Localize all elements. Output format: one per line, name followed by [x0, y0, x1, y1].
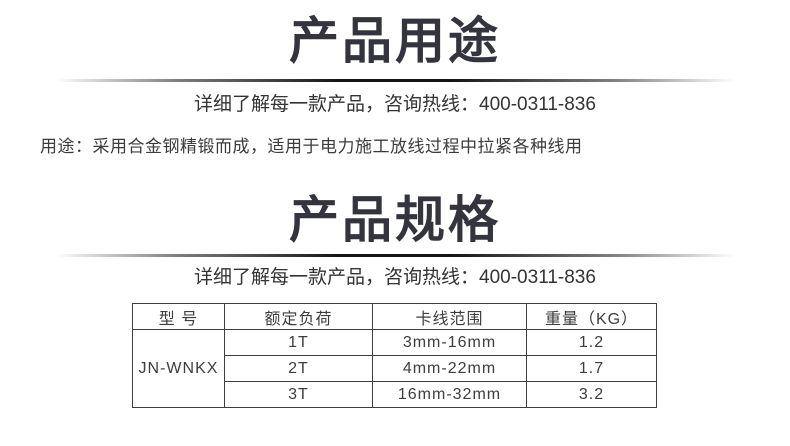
hotline-text: 详细了解每一款产品，咨询热线：400-0311-836 — [194, 94, 596, 115]
col-header-weight: 重量（KG） — [526, 303, 657, 330]
weight-cell: 1.2 — [526, 329, 657, 356]
load-cell: 1T — [224, 329, 373, 356]
table-row: JN-WNKX 1T 3mm-16mm 1.2 — [132, 329, 657, 408]
range-cell: 4mm-22mm — [372, 355, 527, 382]
col-header-range: 卡线范围 — [372, 303, 527, 330]
usage-description: 用途：采用合金钢精锻而成，适用于电力施工放线过程中拉紧各种线用 — [40, 137, 583, 156]
range-cell: 16mm-32mm — [372, 381, 527, 408]
model-cell: JN-WNKX — [132, 329, 225, 408]
spec-table: 型 号 额定负荷 卡线范围 重量（KG） JN-WNKX 1T 3mm-16mm… — [132, 303, 657, 408]
col-header-model: 型 号 — [132, 303, 225, 330]
range-cell: 3mm-16mm — [372, 329, 527, 356]
section-title-product-usage: 产品用途 — [289, 13, 501, 69]
weight-cell: 1.7 — [526, 355, 657, 382]
table-row: 3T 16mm-32mm 3.2 — [133, 381, 657, 408]
load-cell: 3T — [224, 381, 373, 408]
col-header-load: 额定负荷 — [224, 303, 373, 330]
section-title-product-specs: 产品规格 — [289, 192, 501, 248]
tapered-divider — [55, 79, 735, 82]
table-row: 2T 4mm-22mm 1.7 — [133, 355, 657, 382]
hotline-text: 详细了解每一款产品，咨询热线：400-0311-836 — [194, 267, 596, 288]
weight-cell: 3.2 — [526, 381, 657, 408]
tapered-divider — [55, 254, 735, 257]
load-cell: 2T — [224, 355, 373, 382]
spec-table-header-row: 型 号 额定负荷 卡线范围 重量（KG） — [132, 303, 657, 330]
